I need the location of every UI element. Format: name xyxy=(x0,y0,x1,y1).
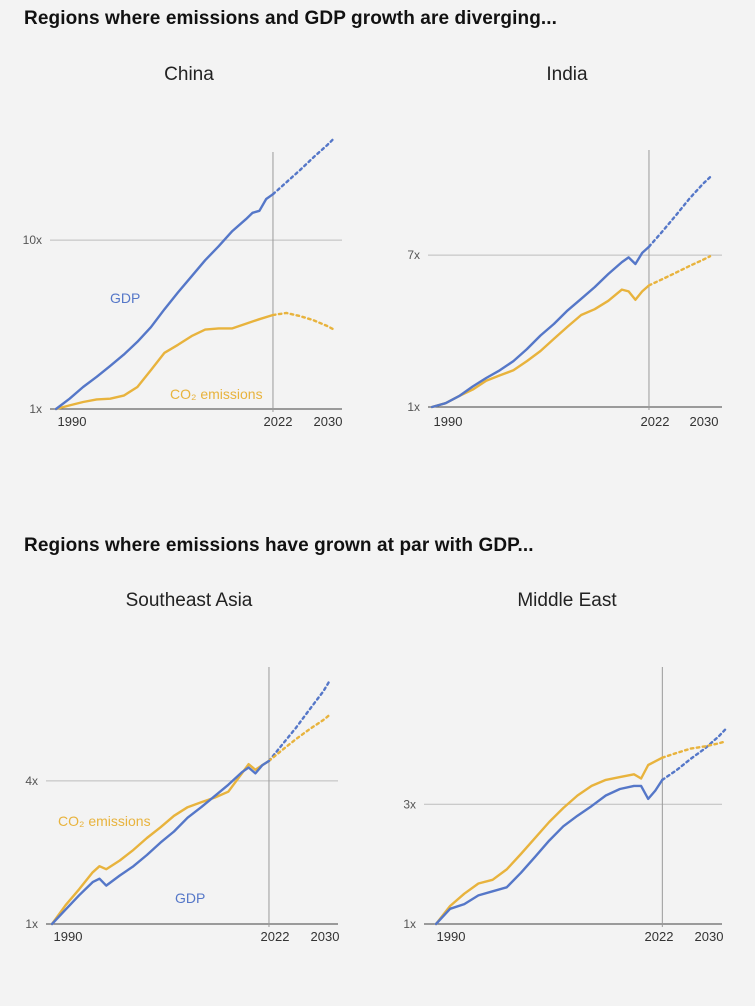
projection-line xyxy=(271,137,336,196)
series-line xyxy=(54,313,275,411)
projection-line xyxy=(647,255,712,287)
x-tick-label: 1990 xyxy=(58,414,87,429)
series-label: GDP xyxy=(175,890,205,906)
x-tick-label: 2022 xyxy=(261,929,290,944)
projection-line xyxy=(267,678,332,763)
x-tick-label: 2022 xyxy=(645,929,674,944)
projection-line xyxy=(647,175,712,248)
x-tick-label: 2030 xyxy=(695,929,724,944)
series-line xyxy=(54,192,275,411)
y-tick-label: 1x xyxy=(403,917,416,931)
chart-plot: 1x 10x 1990 2022 2030 GDP CO₂ emissions xyxy=(23,137,343,429)
chart-plot: 1x 4x 1990 2022 2030 CO₂ emissions GDP xyxy=(25,667,340,944)
y-tick-label: 10x xyxy=(23,233,42,247)
series-line xyxy=(430,284,651,409)
series-line xyxy=(434,756,664,926)
y-tick-label: 3x xyxy=(403,797,416,811)
chart-panel-china: China 1x 10x 1990 2022 2030 GDP CO₂ emissions xyxy=(0,60,378,480)
series-label: GDP xyxy=(110,290,140,306)
section-title-par: Regions where emissions have grown at pa… xyxy=(24,535,534,556)
chart-panel-india: India 1x 7x 1990 2022 2030 xyxy=(378,60,755,480)
y-tick-label: 7x xyxy=(407,248,420,262)
chart-plot: 1x 7x 1990 2022 2030 xyxy=(407,150,722,429)
series-line xyxy=(434,778,664,926)
series-label: CO₂ emissions xyxy=(58,813,151,829)
section-title-diverging: Regions where emissions and GDP growth a… xyxy=(24,8,558,29)
x-tick-label: 2030 xyxy=(690,414,719,429)
projection-line xyxy=(661,739,728,759)
series-line xyxy=(50,759,271,926)
x-tick-label: 2022 xyxy=(264,414,293,429)
chart-plot: 1x 3x 1990 2022 2030 xyxy=(403,667,728,944)
x-tick-label: 1990 xyxy=(437,929,466,944)
chart-title: China xyxy=(164,64,214,85)
x-tick-label: 2022 xyxy=(641,414,670,429)
y-tick-label: 4x xyxy=(25,774,38,788)
y-tick-label: 1x xyxy=(29,402,42,416)
series-label: CO₂ emissions xyxy=(170,386,263,402)
projection-line xyxy=(271,311,336,331)
x-tick-label: 2030 xyxy=(311,929,340,944)
projection-line xyxy=(661,727,728,782)
x-tick-label: 1990 xyxy=(54,929,83,944)
series-line xyxy=(50,759,271,926)
projection-line xyxy=(267,713,332,763)
chart-title: Southeast Asia xyxy=(125,590,253,611)
y-tick-label: 1x xyxy=(25,917,38,931)
chart-title: Middle East xyxy=(517,590,617,611)
chart-panel-middle-east: Middle East 1x 3x 1990 2022 2030 xyxy=(378,586,755,1006)
y-tick-label: 1x xyxy=(407,400,420,414)
series-line xyxy=(430,245,651,409)
chart-title: India xyxy=(546,64,588,85)
chart-panel-southeast-asia: Southeast Asia 1x 4x 1990 2022 2030 CO₂ emiss… xyxy=(0,586,378,1006)
x-tick-label: 2030 xyxy=(314,414,343,429)
x-tick-label: 1990 xyxy=(434,414,463,429)
